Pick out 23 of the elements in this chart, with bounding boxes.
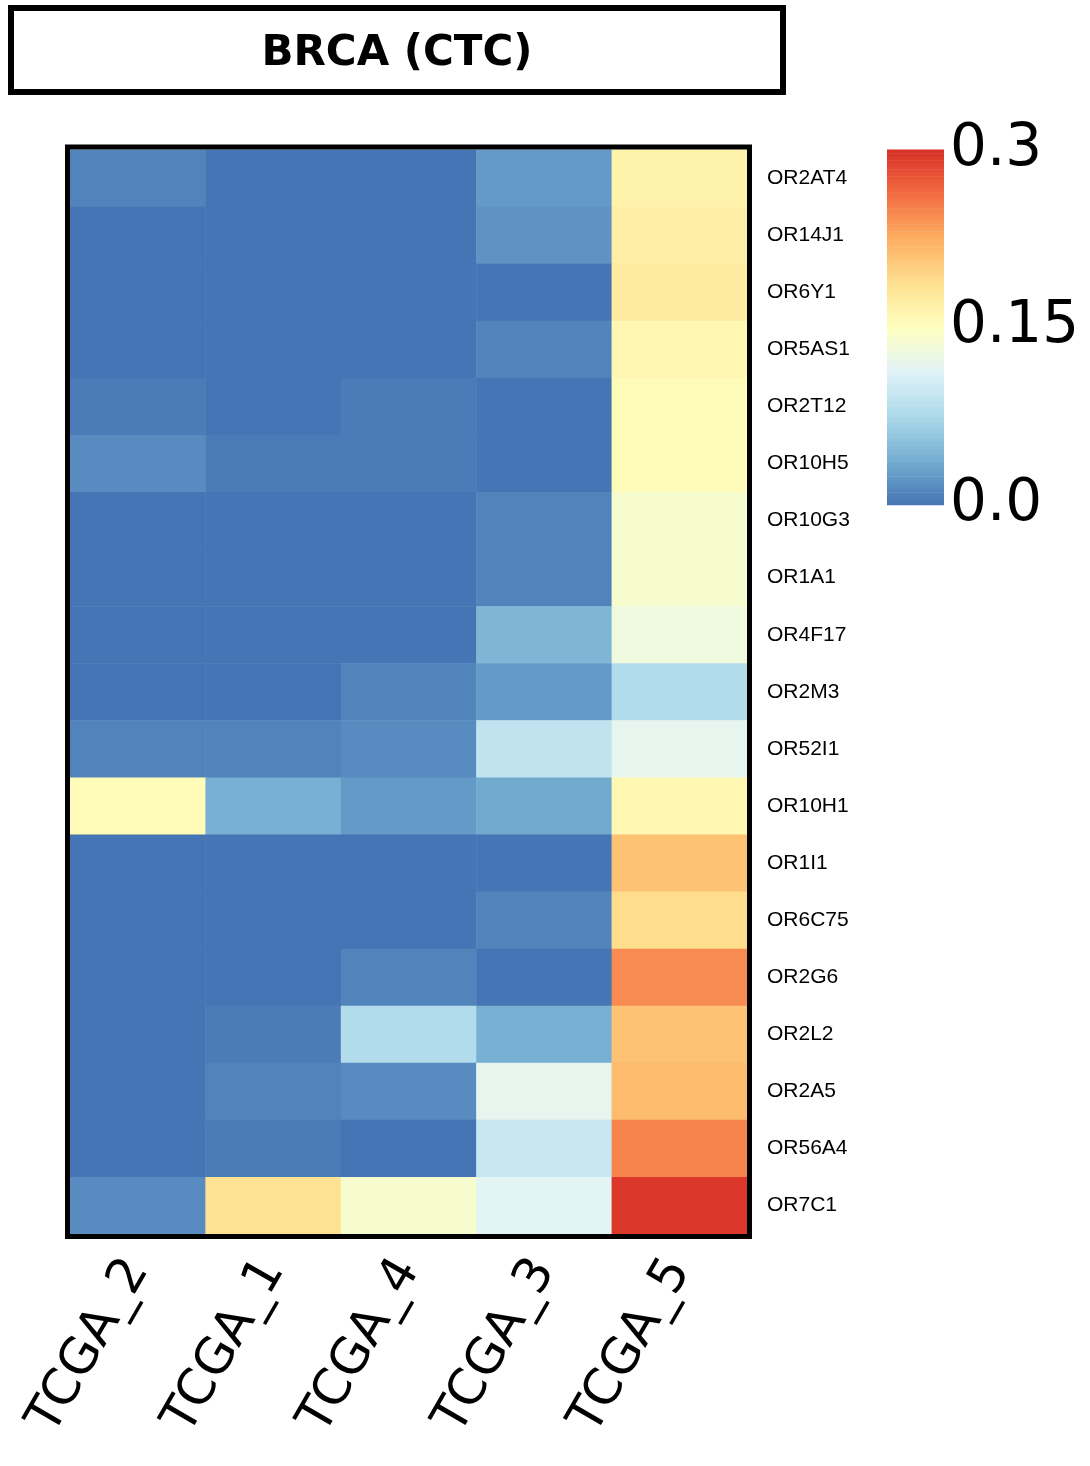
y-tick-label: OR1I1 (767, 849, 828, 873)
y-tick-label: OR6C75 (767, 906, 849, 930)
y-tick-label: OR7C1 (767, 1192, 838, 1216)
y-tick-label: OR52I1 (767, 735, 840, 759)
color-bar-label: 0.3 (950, 110, 1043, 179)
y-tick-label: OR10G3 (767, 507, 850, 531)
y-tick-label: OR1A1 (767, 564, 836, 588)
y-tick-label: OR5AS1 (767, 336, 850, 360)
y-tick-label: OR56A4 (767, 1135, 848, 1159)
y-tick-label: OR2L2 (767, 1021, 834, 1045)
y-tick-label: OR6Y1 (767, 279, 836, 303)
y-tick-label: OR10H1 (767, 792, 849, 816)
y-tick-label: OR2M3 (767, 678, 840, 702)
color-bar-label: 0.15 (950, 288, 1080, 357)
chart-title: BRCA (CTC) (8, 5, 786, 95)
color-bar-label: 0.0 (950, 465, 1043, 534)
y-tick-label: OR14J1 (767, 222, 845, 246)
y-tick-label: OR2G6 (767, 963, 839, 987)
y-tick-label: OR2AT4 (767, 164, 848, 188)
y-tick-label: OR2A5 (767, 1078, 836, 1102)
y-tick-label: OR4F17 (767, 621, 847, 645)
y-tick-label: OR2T12 (767, 393, 847, 417)
y-tick-label: OR10H5 (767, 450, 849, 474)
